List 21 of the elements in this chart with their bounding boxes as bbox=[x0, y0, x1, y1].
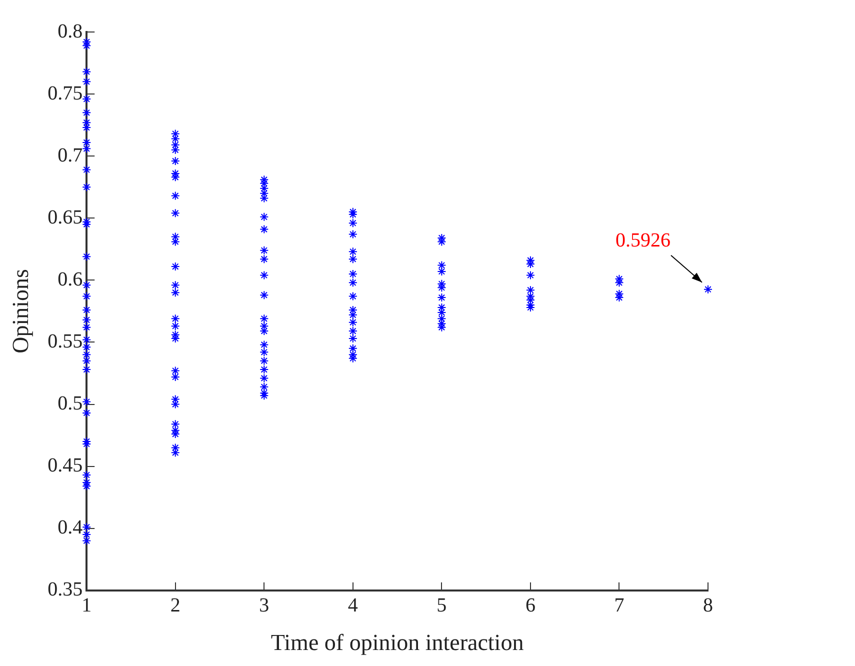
y-tick-label: 0.7 bbox=[58, 144, 83, 166]
x-tick-label: 5 bbox=[436, 594, 447, 617]
x-tick-label: 6 bbox=[525, 594, 536, 617]
y-tick-label: 0.35 bbox=[48, 578, 83, 601]
x-tick-label: 3 bbox=[259, 594, 270, 617]
y-tick-label: 0.6 bbox=[58, 268, 83, 290]
y-tick-label: 0.75 bbox=[48, 82, 83, 104]
x-tick-label: 8 bbox=[703, 594, 713, 617]
x-tick-label: 7 bbox=[614, 594, 624, 617]
y-tick-label: 0.65 bbox=[48, 206, 83, 228]
y-tick-label: 0.8 bbox=[58, 20, 83, 42]
annotation: 0.5926 bbox=[616, 230, 670, 252]
y-tick-label: 0.55 bbox=[48, 330, 83, 352]
x-tick-label: 4 bbox=[348, 594, 358, 617]
y-tick-label: 0.5 bbox=[58, 392, 83, 415]
x-axis-title: Time of opinion interaction bbox=[270, 630, 524, 656]
y-tick-label: 0.4 bbox=[58, 516, 83, 539]
x-tick-label: 2 bbox=[170, 594, 180, 617]
y-tick-label: 0.45 bbox=[48, 454, 83, 477]
y-axis-title: Opinions bbox=[8, 268, 33, 354]
x-tick-label: 1 bbox=[82, 594, 92, 617]
